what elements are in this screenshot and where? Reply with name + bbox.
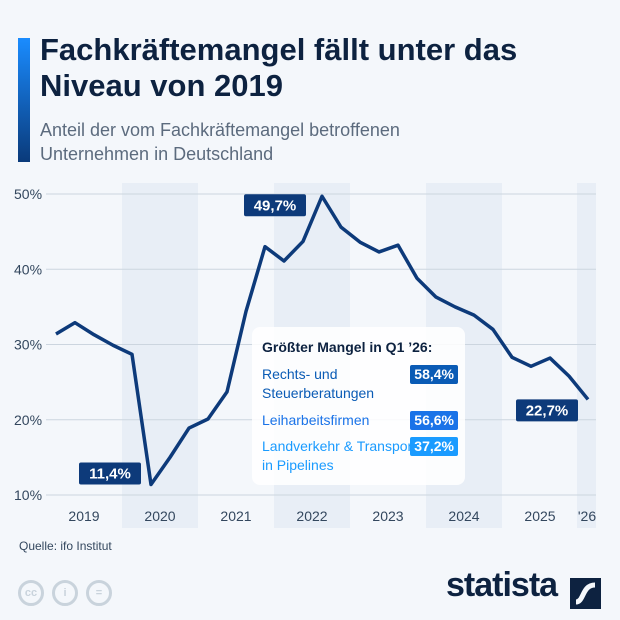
data-label: 49,7% bbox=[254, 197, 297, 214]
x-tick-label: 2021 bbox=[220, 508, 251, 524]
callout-value: 56,6% bbox=[410, 411, 458, 430]
title-accent-bar bbox=[18, 38, 30, 162]
y-tick-label: 50% bbox=[14, 186, 42, 202]
chart-subtitle: Anteil der vom Fachkräftemangel betroffe… bbox=[40, 120, 400, 164]
x-tick-label: 2023 bbox=[372, 508, 403, 524]
callout-item: Rechts- und Steuerberatungen 58,4% bbox=[262, 365, 458, 403]
data-line bbox=[55, 194, 590, 487]
data-label-box bbox=[244, 194, 306, 217]
by-icon: i bbox=[52, 580, 78, 606]
x-tick-label: 2025 bbox=[524, 508, 555, 524]
nd-icon: = bbox=[86, 580, 112, 606]
callout-label: Landverkehr & Transport in Pipelines bbox=[262, 438, 417, 473]
callout-value: 37,2% bbox=[410, 437, 458, 456]
callout-value: 58,4% bbox=[410, 365, 458, 384]
year-band bbox=[577, 183, 596, 528]
y-tick-label: 30% bbox=[14, 337, 42, 353]
callout-item: Leiharbeitsfirmen 56,6% bbox=[262, 411, 458, 430]
callout-label: Leiharbeitsfirmen bbox=[262, 412, 370, 428]
x-tick-label: 2022 bbox=[296, 508, 327, 524]
x-tick-label: 2020 bbox=[144, 508, 175, 524]
license-icons: cc i = bbox=[18, 580, 112, 606]
y-tick-label: 10% bbox=[14, 487, 42, 503]
callout-heading: Größter Mangel in Q1 ’26: bbox=[262, 339, 433, 355]
callout-label: Rechts- und Steuerberatungen bbox=[262, 366, 375, 401]
data-label-box bbox=[79, 462, 141, 485]
callout-box: Größter Mangel in Q1 ’26: Rechts- und St… bbox=[252, 327, 465, 485]
x-tick-label: 2024 bbox=[448, 508, 479, 524]
data-label: 22,7% bbox=[526, 402, 569, 419]
data-label-box bbox=[516, 399, 578, 422]
y-tick-label: 40% bbox=[14, 261, 42, 277]
x-tick-label: 2019 bbox=[68, 508, 99, 524]
cc-icon: cc bbox=[18, 580, 44, 606]
chart-title: Fachkräftemangel fällt unter das Niveau … bbox=[40, 32, 518, 103]
y-tick-label: 20% bbox=[14, 412, 42, 428]
statista-logo-mark bbox=[570, 578, 601, 609]
x-tick-label: '26 bbox=[578, 508, 596, 524]
source-note: Quelle: ifo Institut bbox=[19, 539, 112, 553]
statista-logo: statista bbox=[446, 566, 558, 604]
callout-item: Landverkehr & Transport in Pipelines 37,… bbox=[262, 437, 458, 475]
data-label: 11,4% bbox=[89, 465, 131, 482]
